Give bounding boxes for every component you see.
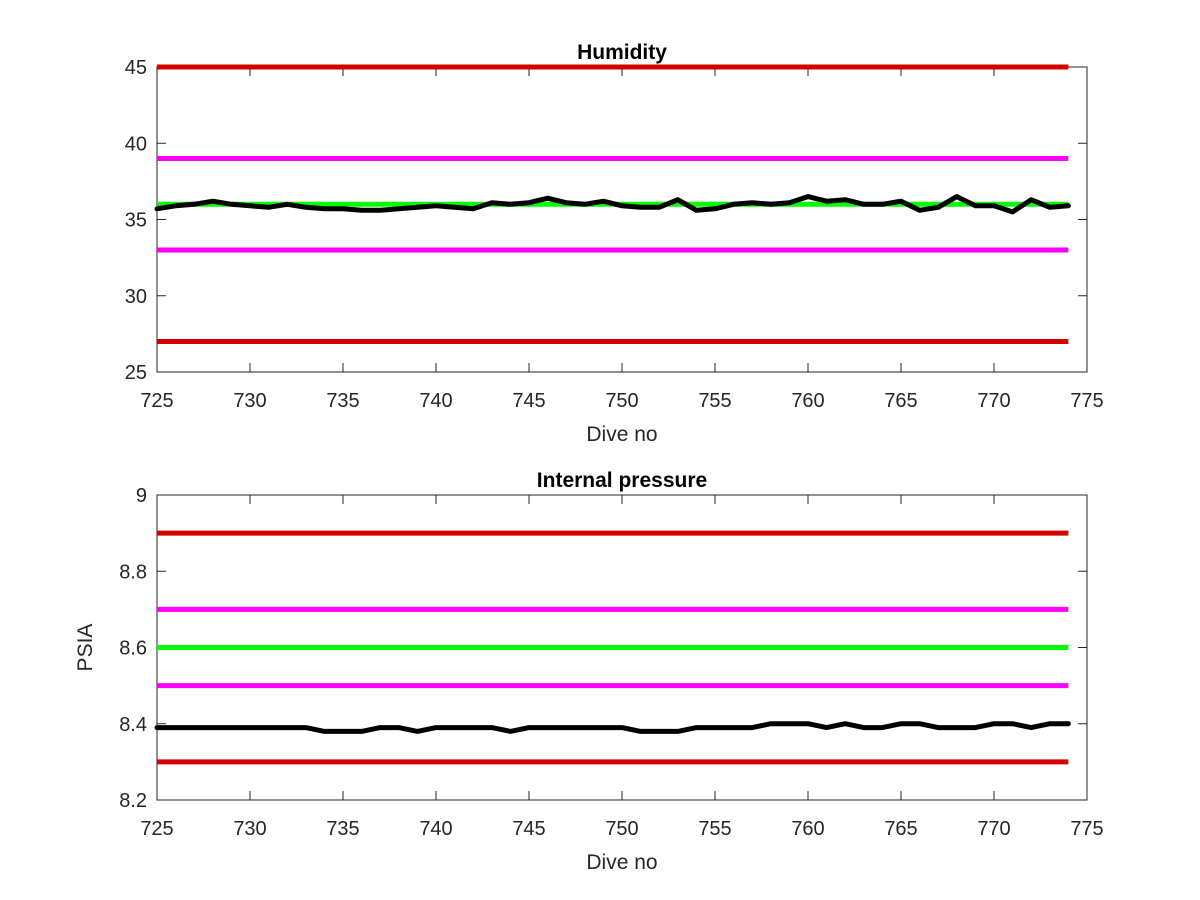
y-tick-label: 8.4 — [119, 714, 147, 736]
data-series-line — [154, 194, 1071, 215]
x-tick-label: 750 — [605, 390, 638, 412]
x-tick-label: 775 — [1070, 818, 1103, 840]
x-tick-label: 725 — [140, 818, 173, 840]
y-tick-label: 8.2 — [119, 790, 147, 812]
x-tick-label: 770 — [977, 818, 1010, 840]
x-tick-label: 750 — [605, 818, 638, 840]
x-tick-label: 765 — [884, 818, 917, 840]
chart-title: Humidity — [577, 41, 667, 64]
x-tick-label: 745 — [512, 390, 545, 412]
x-tick-label: 730 — [233, 390, 266, 412]
x-tick-label: 725 — [140, 390, 173, 412]
y-tick-label: 30 — [125, 286, 147, 308]
x-axis-label: Dive no — [586, 423, 657, 446]
x-tick-label: 770 — [977, 390, 1010, 412]
x-tick-label: 740 — [419, 390, 452, 412]
x-tick-label: 745 — [512, 818, 545, 840]
y-tick-label: 8.8 — [119, 561, 147, 583]
y-tick-label: 9 — [136, 485, 147, 507]
x-tick-label: 740 — [419, 818, 452, 840]
y-axis-label: PSIA — [74, 624, 97, 672]
data-series-line — [154, 721, 1071, 734]
y-tick-label: 8.6 — [119, 638, 147, 660]
x-tick-label: 735 — [326, 390, 359, 412]
x-tick-label: 755 — [698, 390, 731, 412]
x-axis-label: Dive no — [586, 851, 657, 874]
x-tick-label: 730 — [233, 818, 266, 840]
y-tick-label: 25 — [125, 362, 147, 384]
y-tick-label: 45 — [125, 57, 147, 79]
x-tick-label: 760 — [791, 818, 824, 840]
y-tick-label: 35 — [125, 210, 147, 232]
x-tick-label: 775 — [1070, 390, 1103, 412]
x-tick-label: 760 — [791, 390, 824, 412]
x-tick-label: 735 — [326, 818, 359, 840]
x-tick-label: 755 — [698, 818, 731, 840]
y-tick-label: 40 — [125, 133, 147, 155]
chart-title: Internal pressure — [537, 469, 707, 492]
x-tick-label: 765 — [884, 390, 917, 412]
